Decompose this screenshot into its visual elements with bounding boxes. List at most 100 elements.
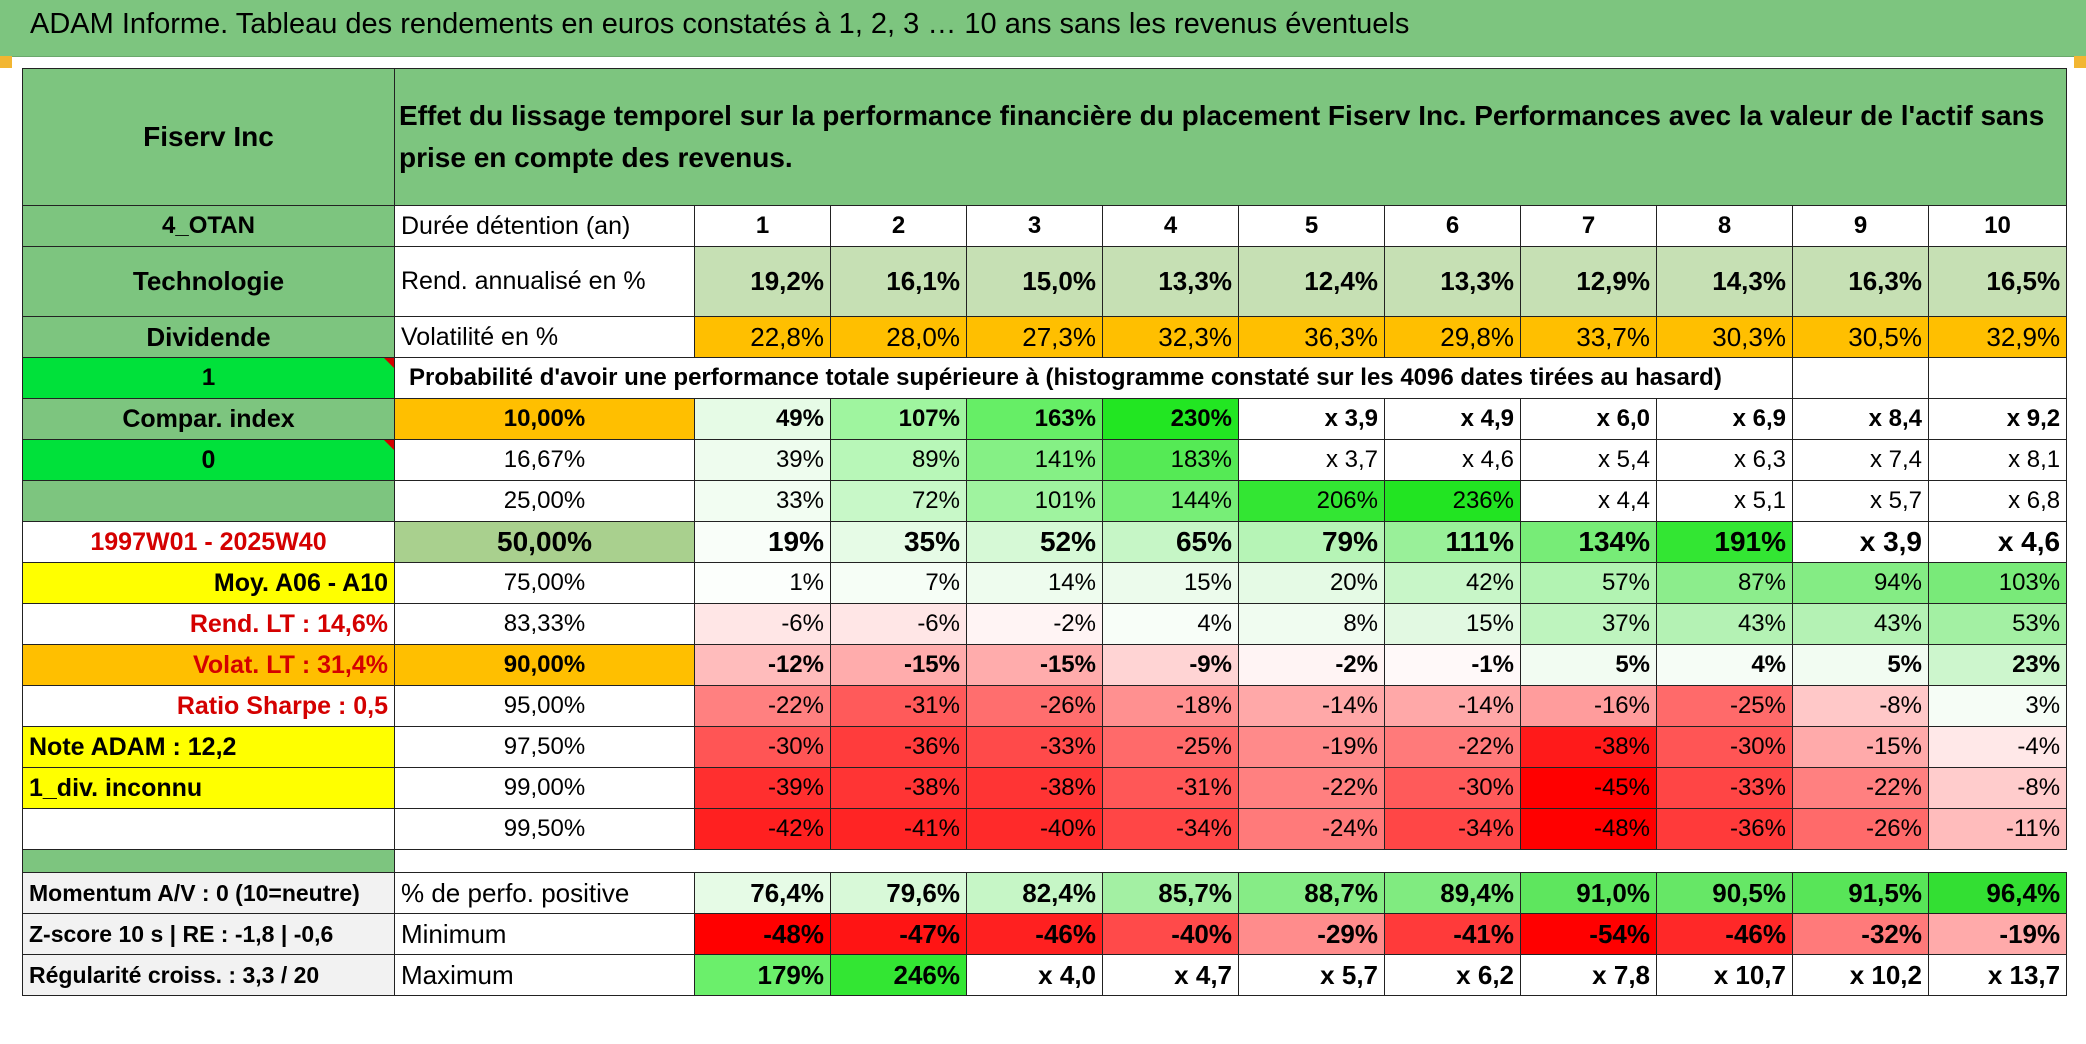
percentile-value-cell: -36% [1656,808,1793,850]
max-cell: x 13,7 [1927,954,2068,996]
percentile-threshold: 83,33% [394,603,695,645]
vol-cell: 29,8% [1384,316,1521,358]
div-label: 1_div. inconnu [22,767,395,809]
percentile-value-cell: 23% [1927,644,2068,686]
percentile-value-cell: -48% [1520,808,1657,850]
percentile-value-cell: 7% [830,562,967,604]
percentile-row: Volat. LT : 31,4% 90,00% -12% -15% -15% -9% -2… [22,644,2068,686]
percentile-value-cell: x 4,9 [1384,398,1521,440]
percentile-threshold: 10,00% [394,398,695,440]
resize-handle-tr[interactable] [2074,56,2086,68]
empty-cell [22,808,395,850]
percentile-row: 99,50% -42% -41% -40% -34% -24% -34% -48% -36% -2… [22,808,2068,850]
empty-cell [1792,357,1929,399]
percentile-value-cell: -34% [1384,808,1521,850]
min-cell: -41% [1384,913,1521,955]
rend-cell: 19,2% [694,246,831,317]
percentile-value-cell: -45% [1520,767,1657,809]
percentile-value-cell: 43% [1792,603,1929,645]
percentile-value-cell: -14% [1384,685,1521,727]
percentile-value-cell: 191% [1656,521,1793,563]
percentile-value-cell: 39% [694,439,831,481]
rend-cell: 16,3% [1792,246,1929,317]
percentile-threshold: 75,00% [394,562,695,604]
vol-cell: 32,9% [1927,316,2068,358]
percentile-row: 0 16,67% 39% 89% 141% 183% x 3,7 x 4,6 x 5,4 x 6,… [22,439,2068,481]
label-min: Minimum [394,913,695,955]
rend-cell: 12,9% [1520,246,1657,317]
percentile-value-cell: 49% [694,398,831,440]
vol-cell: 22,8% [694,316,831,358]
percentile-value-cell: 42% [1384,562,1521,604]
percentile-threshold: 95,00% [394,685,695,727]
max-cell: 179% [694,954,831,996]
percentile-value-cell: -31% [830,685,967,727]
percentile-value-cell: 65% [1102,521,1239,563]
table-description: Effet du lissage temporel sur la perform… [393,68,2068,206]
pos-cell: 79,6% [830,872,967,914]
percentile-value-cell: -30% [1384,767,1521,809]
min-row: Z-score 10 s | RE : -1,8 | -0,6 Minimum -4… [22,913,2068,955]
percentile-value-cell: 134% [1520,521,1657,563]
rend-lt-label: Rend. LT : 14,6% [22,603,395,645]
percentile-value-cell: x 4,6 [1384,439,1521,481]
percentile-threshold: 90,00% [394,644,695,686]
min-cell: -48% [694,913,831,955]
percentile-value-cell: 5% [1520,644,1657,686]
percentile-value-cell: -25% [1656,685,1793,727]
percentile-value-cell: 1% [694,562,831,604]
percentile-threshold: 16,67% [394,439,695,481]
flag-value-1[interactable]: 1 [22,357,395,399]
year-header-6: 6 [1384,205,1521,247]
percentile-threshold: 99,50% [394,808,695,850]
report-title: ADAM Informe. Tableau des rendements en … [30,8,1410,40]
percentile-value-cell: -12% [694,644,831,686]
flag-value-0[interactable]: 0 [22,439,395,481]
percentile-threshold: 50,00% [394,521,695,563]
dividende-label: Dividende [22,316,395,358]
rend-cell: 12,4% [1238,246,1385,317]
percentile-value-cell: 14% [966,562,1103,604]
year-header-5: 5 [1238,205,1385,247]
asset-name: Fiserv Inc [22,68,395,206]
label-pos: % de perfo. positive [394,872,695,914]
vol-cell: 32,3% [1102,316,1239,358]
percentile-value-cell: 35% [830,521,967,563]
percentile-value-cell: -33% [966,726,1103,768]
year-header-2: 2 [830,205,967,247]
pos-cell: 85,7% [1102,872,1239,914]
asset-code: 4_OTAN [22,205,395,247]
zscore-label: Z-score 10 s | RE : -1,8 | -0,6 [22,913,395,955]
percentile-value-cell: -14% [1238,685,1385,727]
percentile-value-cell: 141% [966,439,1103,481]
label-rend: Rend. annualisé en % [394,246,695,317]
momentum-label: Momentum A/V : 0 (10=neutre) [22,872,395,914]
regularite-label: Régularité croiss. : 3,3 / 20 [22,954,395,996]
year-header-1: 1 [694,205,831,247]
pos-cell: 82,4% [966,872,1103,914]
empty-green-cell [22,480,395,522]
resize-handle-tl[interactable] [0,56,12,68]
table-body: Fiserv Inc Effet du lissage temporel sur… [22,68,2068,996]
percentile-value-cell: -26% [1792,808,1929,850]
percentile-value-cell: -11% [1927,808,2068,850]
percentile-value-cell: 206% [1238,480,1385,522]
vol-cell: 36,3% [1238,316,1385,358]
min-cell: -40% [1102,913,1239,955]
pos-cell: 91,0% [1520,872,1657,914]
percentile-row: Compar. index 10,00% 49% 107% 163% 230% x 3,9 x… [22,398,2068,440]
min-cell: -46% [966,913,1103,955]
percentile-value-cell: 3% [1927,685,2068,727]
percentile-value-cell: -25% [1102,726,1239,768]
volat-lt-label: Volat. LT : 31,4% [22,644,395,686]
percentile-value-cell: x 3,7 [1238,439,1385,481]
empty-green-cell [22,849,395,873]
percentile-value-cell: x 6,8 [1927,480,2068,522]
rend-cell: 15,0% [966,246,1103,317]
percentile-threshold: 97,50% [394,726,695,768]
percentile-value-cell: 107% [830,398,967,440]
max-cell: x 7,8 [1520,954,1657,996]
spacer-row [22,849,2067,873]
max-cell: x 10,2 [1792,954,1929,996]
percentile-row: 25,00% 33% 72% 101% 144% 206% 236% x 4,4 x 5,1 x … [22,480,2068,522]
